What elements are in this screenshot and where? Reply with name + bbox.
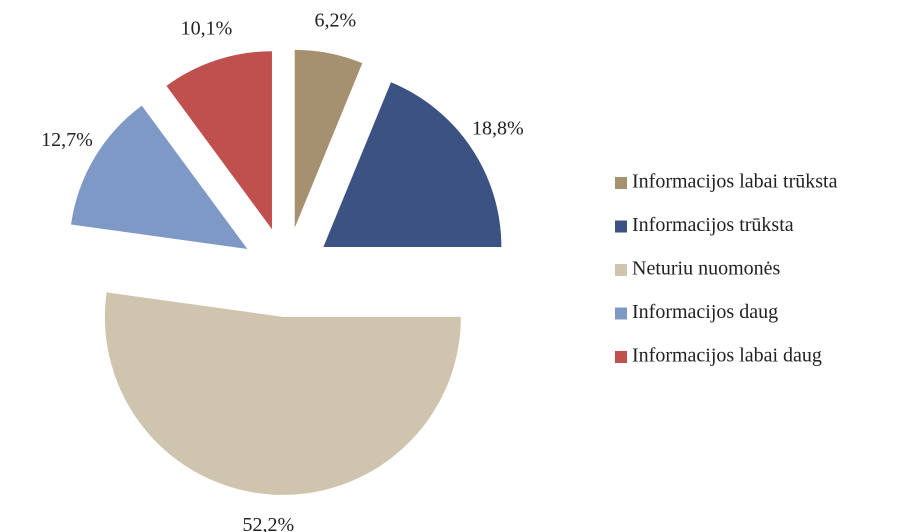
legend-swatch	[615, 177, 627, 189]
legend-swatch	[615, 220, 627, 233]
legend-label: Informacijos daug	[632, 301, 778, 323]
data-label: 10,1%	[181, 17, 233, 39]
pie-slice	[323, 82, 502, 247]
data-label: 52,2%	[243, 514, 295, 532]
legend-swatch	[615, 264, 627, 276]
pie-slice	[104, 292, 461, 495]
pie-slice	[294, 49, 363, 228]
pie-slice	[166, 51, 272, 230]
legend-swatch	[615, 351, 627, 363]
legend-label: Neturiu nuomonės	[632, 258, 781, 280]
data-label: 18,8%	[472, 118, 524, 140]
pie-slice	[71, 105, 248, 249]
legend-label: Informacijos labai daug	[632, 345, 822, 367]
data-label: 6,2%	[315, 9, 357, 31]
legend-label: Informacijos labai trūksta	[632, 171, 838, 193]
legend-label: Informacijos trūksta	[632, 214, 794, 236]
data-label: 12,7%	[41, 129, 93, 151]
legend-swatch	[615, 307, 627, 320]
